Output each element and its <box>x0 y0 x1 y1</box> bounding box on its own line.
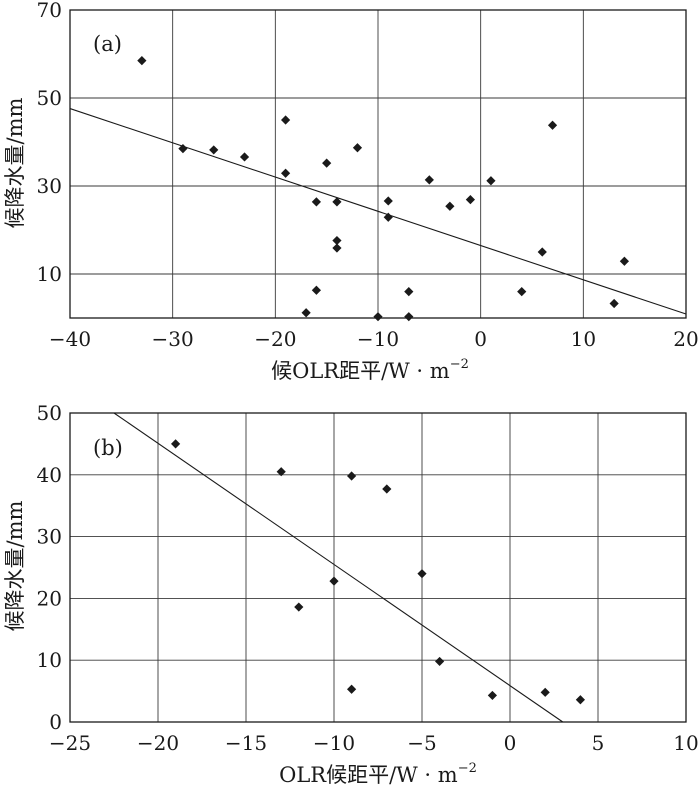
panel-a-x-tick-labels: −40 −30 −20 −10 0 10 20 <box>49 327 699 351</box>
panel-a-data-point <box>209 145 219 155</box>
panel-a-data-point <box>311 285 321 295</box>
panel-b-y-tick-label: 30 <box>37 525 62 549</box>
panel-b-x-tick-label: 0 <box>504 731 517 755</box>
panel-a-data-point <box>517 287 527 297</box>
panel-a-x-axis-title-group: 候OLR距平/W · m−2 <box>271 357 469 383</box>
panel-a-data-point <box>486 176 496 186</box>
panel-b-y-axis-title: 候降水量/mm <box>3 500 27 631</box>
panel-a-data-point <box>332 235 342 246</box>
panel-a-data-point <box>178 144 188 154</box>
panel-a-data-point <box>301 308 311 318</box>
panel-a-data-point <box>547 120 558 130</box>
panel-a-data-point <box>352 143 363 153</box>
panel-b-x-tick-label: 5 <box>592 731 605 755</box>
panel-a-x-axis-title: 候OLR距平/W · m−2 <box>271 357 469 383</box>
panel-a-x-tick-label: −10 <box>357 327 399 351</box>
panel-b-y-tick-label: 50 <box>37 401 62 425</box>
panel-a-fit-line-group <box>69 108 687 315</box>
panel-a-label: (a) <box>93 32 122 56</box>
panel-b-data-point <box>347 471 357 481</box>
panel-b-data-point <box>435 656 445 667</box>
panel-b-labels-group: (b) OLR候距平/W · m−2 候降水量/mm <box>3 436 477 787</box>
panel-b-data-point <box>294 602 304 612</box>
panel-b-y-tick-label: 10 <box>37 648 62 672</box>
panel-b-y-tick-labels: 0 10 20 30 40 50 <box>37 401 62 734</box>
panel-a-data-point <box>424 175 434 185</box>
panel-b-data-point <box>171 439 181 449</box>
panel-a-data-point <box>609 298 619 309</box>
panel-a-x-tick-label: 20 <box>673 327 698 351</box>
panel-a-data-point <box>281 115 291 125</box>
panel-a-x-tick-label: −30 <box>152 327 194 351</box>
panel-a-labels-group: (a) 候OLR距平/W · m−2 候降水量/mm <box>3 32 469 383</box>
panel-a-x-tick-label: 10 <box>571 327 596 351</box>
panel-b-y-tick-label: 0 <box>49 710 62 734</box>
panel-a-y-axis-title-group: 候降水量/mm <box>3 97 27 228</box>
panel-b-data-point <box>575 695 585 705</box>
panel-a-y-axis-title: 候降水量/mm <box>3 97 27 228</box>
panel-b-y-tick-label: 40 <box>37 463 62 487</box>
panel-b-label: (b) <box>93 436 123 460</box>
panel-b-x-tick-label: −20 <box>137 731 179 755</box>
panel-a-y-tick-label: 10 <box>37 262 62 286</box>
panel-a-data-point <box>465 195 475 205</box>
panel-a-data-point <box>137 56 147 66</box>
panel-a-data-point <box>537 247 547 257</box>
panel-b-data-point <box>276 467 286 477</box>
panel-a-data-point <box>281 168 291 178</box>
panel-b-x-axis-title: OLR候距平/W · m−2 <box>279 761 477 787</box>
panel-a-data-point <box>383 212 393 222</box>
panel-b-x-axis-title-sup: −2 <box>458 761 477 776</box>
panel-a-y-tick-label: 30 <box>37 174 62 198</box>
panel-a-data-point <box>619 256 629 266</box>
panel-a-fit-line <box>69 108 687 315</box>
panel-a-data-point <box>322 158 332 168</box>
panel-b-data-point <box>329 576 339 586</box>
panel-b-points <box>171 439 585 705</box>
panel-b-data-point <box>417 569 427 579</box>
panel-b-x-tick-labels: −25 −20 −15 −10 −5 0 5 10 <box>49 731 699 755</box>
panel-b: −25 −20 −15 −10 −5 0 5 10 0 10 20 30 40 50 (b) OLR候距… <box>3 401 699 787</box>
panel-a-data-point <box>239 152 250 162</box>
panel-b-fit-line-group <box>113 412 564 723</box>
panel-a-data-point <box>445 201 455 211</box>
panel-b-x-tick-label: −5 <box>407 731 436 755</box>
panel-a-y-tick-label: 50 <box>37 86 62 110</box>
panel-b-data-point <box>487 690 497 701</box>
panel-a-data-point <box>404 287 414 297</box>
panel-a-x-tick-label: −40 <box>49 327 91 351</box>
panel-b-x-tick-label: −25 <box>49 731 91 755</box>
panel-a-y-tick-label: 70 <box>37 0 62 22</box>
panel-a-data-point <box>383 196 393 206</box>
panel-b-y-tick-label: 20 <box>37 586 62 610</box>
panel-b-data-point <box>382 484 392 494</box>
panel-a-data-point <box>404 312 414 322</box>
panel-b-data-point <box>540 687 550 697</box>
panel-b-data-point <box>347 684 357 694</box>
panel-b-fit-line <box>113 412 564 723</box>
panel-a: −40 −30 −20 −10 0 10 20 10 30 50 70 (a) 候OLR距平/W … <box>3 0 699 383</box>
panel-a-y-tick-labels: 10 30 50 70 <box>37 0 62 286</box>
panel-a-x-tick-label: −20 <box>254 327 296 351</box>
panel-b-x-tick-label: −15 <box>225 731 267 755</box>
panel-a-data-point <box>332 197 342 207</box>
panel-a-data-point <box>373 312 383 322</box>
panel-a-points <box>137 56 629 322</box>
panel-a-x-axis-title-sup: −2 <box>450 357 469 372</box>
panel-b-x-tick-label: −10 <box>313 731 355 755</box>
panel-a-x-tick-label: 0 <box>474 327 487 351</box>
panel-b-y-axis-title-group: 候降水量/mm <box>3 500 27 631</box>
panel-b-x-axis-title-group: OLR候距平/W · m−2 <box>279 761 477 787</box>
panel-b-frame <box>69 412 687 723</box>
panel-a-x-axis-title-main: 候OLR距平/W · m <box>271 359 450 383</box>
panel-b-x-tick-label: 10 <box>673 731 698 755</box>
panel-a-data-point <box>311 197 321 207</box>
panel-a-data-point <box>332 243 342 253</box>
panel-b-x-axis-title-main: OLR候距平/W · m <box>279 763 458 787</box>
